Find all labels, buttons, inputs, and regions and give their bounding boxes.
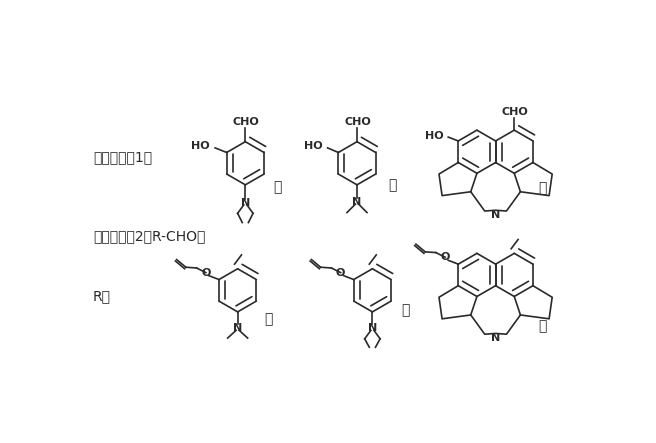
Text: N: N — [241, 198, 250, 207]
Text: HO: HO — [425, 131, 443, 140]
Text: CHO: CHO — [344, 117, 371, 127]
Text: O: O — [440, 252, 450, 262]
Text: 所述化合物2为R-CHO；: 所述化合物2为R-CHO； — [93, 229, 205, 243]
Text: 所述化合物1为: 所述化合物1为 — [93, 150, 152, 164]
Text: CHO: CHO — [233, 117, 260, 127]
Text: O: O — [336, 268, 345, 278]
Text: ；: ； — [538, 182, 546, 196]
Text: N: N — [491, 333, 501, 343]
Text: O: O — [201, 268, 211, 278]
Text: N: N — [368, 323, 377, 333]
Text: HO: HO — [191, 140, 210, 151]
Text: R为: R为 — [93, 289, 111, 303]
Text: N: N — [352, 197, 361, 207]
Text: HO: HO — [304, 141, 323, 152]
Text: N: N — [491, 210, 501, 220]
Text: 、: 、 — [264, 313, 273, 326]
Text: N: N — [233, 323, 242, 333]
Text: ；: ； — [538, 319, 546, 333]
Text: CHO: CHO — [502, 107, 528, 117]
Text: 或: 或 — [388, 178, 396, 192]
Text: 、: 、 — [273, 180, 281, 194]
Text: 或: 或 — [401, 303, 410, 317]
